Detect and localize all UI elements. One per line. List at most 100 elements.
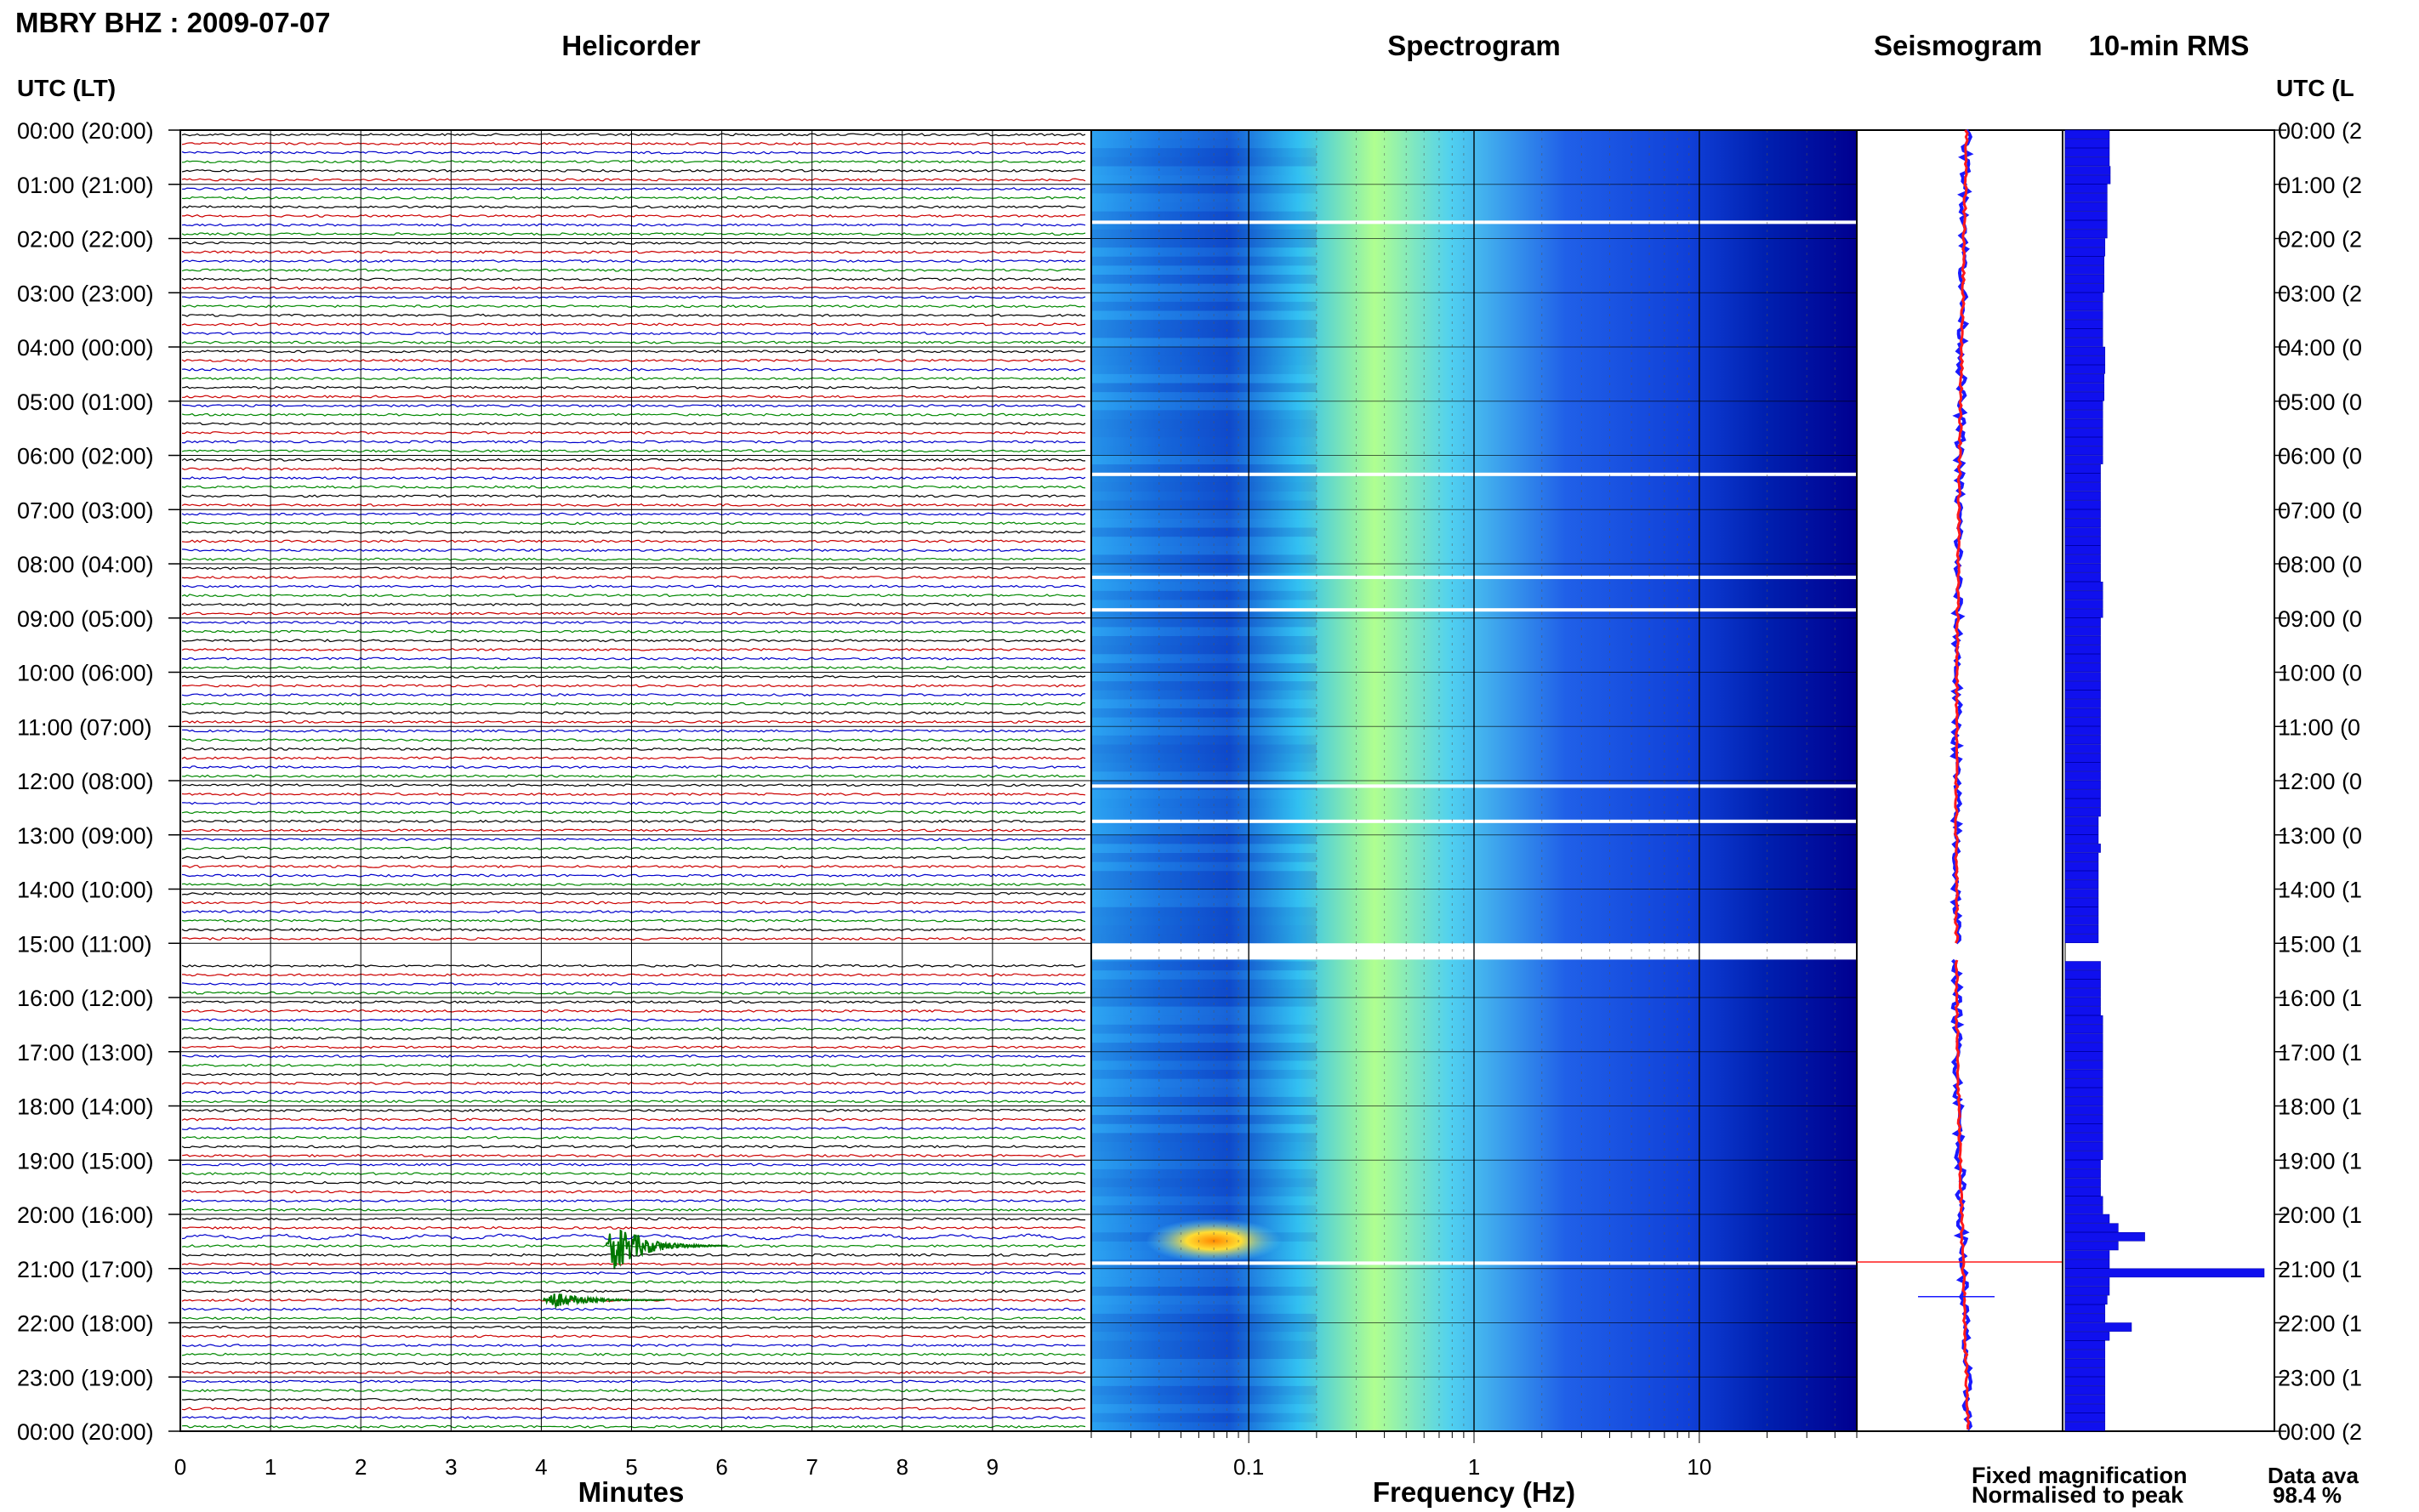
helicorder-trace — [181, 141, 1086, 145]
spectrogram-row — [1091, 1070, 1317, 1079]
spectrogram-row — [1091, 482, 1317, 492]
spectrogram-row — [1091, 392, 1317, 401]
rms-bar — [2064, 346, 2106, 356]
helicorder-trace — [181, 1397, 1086, 1401]
rms-bar — [2064, 717, 2101, 726]
spectrogram-row — [1091, 401, 1317, 411]
spectrogram-row — [1091, 861, 1317, 872]
row-label-right: 10:00 (0 — [2278, 661, 2362, 686]
helicorder-trace — [181, 521, 1086, 526]
spectrogram-row — [1091, 1033, 1317, 1043]
spectrogram-row — [1091, 789, 1317, 799]
rms-bar — [2064, 969, 2101, 980]
helicorder-trace — [181, 1108, 1086, 1112]
helicorder-trace — [181, 133, 1086, 137]
rms-bar — [2064, 924, 2099, 935]
helicorder-trace — [181, 1370, 1086, 1374]
helicorder-trace — [181, 350, 1086, 354]
row-label-left: 00:00 (20:00) — [17, 118, 154, 144]
rms-bar — [2064, 807, 2101, 817]
seismogram-normalised-trace — [1954, 129, 1971, 1430]
rms-bar — [2064, 355, 2106, 365]
spectrogram-row — [1091, 1332, 1317, 1341]
rms-bar — [2064, 680, 2101, 691]
rms-bar — [2064, 418, 2103, 429]
rms-bar — [2064, 627, 2101, 636]
helicorder-trace — [181, 1325, 1086, 1329]
spectrogram-row — [1091, 1205, 1317, 1214]
spectrogram-row — [1091, 672, 1317, 682]
spectrogram-row — [1091, 1422, 1317, 1431]
helicorder-trace — [181, 1352, 1086, 1356]
rms-bar — [2064, 518, 2101, 528]
spectrogram-row — [1091, 1350, 1317, 1359]
rms-bar — [2064, 789, 2101, 799]
helicorder-trace — [181, 674, 1086, 679]
spectrogram-row — [1091, 879, 1317, 890]
spectrogram-row — [1091, 301, 1317, 311]
spectrogram-row — [1091, 681, 1317, 691]
rms-bar — [2064, 129, 2110, 139]
minute-tick-label: 2 — [355, 1454, 367, 1480]
seismogram-title: Seismogram — [1874, 30, 2042, 61]
rms-bar — [2064, 1250, 2110, 1259]
rms-bar — [2064, 572, 2101, 582]
rms-bar — [2064, 979, 2101, 989]
rms-bar — [2064, 293, 2103, 302]
rms-bar — [2064, 1395, 2106, 1404]
row-label-left: 02:00 (22:00) — [17, 227, 154, 253]
spectrogram-row — [1091, 934, 1317, 944]
helicorder-trace — [181, 205, 1086, 209]
row-label-right: 12:00 (0 — [2278, 769, 2362, 794]
helicorder-trace — [181, 719, 1086, 724]
helicorder-trace — [181, 458, 1085, 462]
helicorder-trace — [181, 963, 1086, 968]
spectrogram-title: Spectrogram — [1387, 30, 1561, 61]
spectrogram-row — [1091, 1106, 1317, 1116]
rms-bar — [2064, 156, 2110, 167]
rms-bar — [2064, 1340, 2106, 1350]
row-label-right: 23:00 (1 — [2278, 1365, 2362, 1390]
row-label-left: 01:00 (21:00) — [17, 173, 154, 198]
spectrogram-row — [1091, 1060, 1317, 1070]
helicorder-trace — [181, 530, 1086, 534]
spectrogram-row — [1091, 238, 1317, 248]
row-label-left: 21:00 (17:00) — [17, 1257, 154, 1282]
spectrogram-row — [1091, 799, 1317, 808]
helicorder-title: Helicorder — [561, 30, 700, 61]
rms-bar — [2064, 1196, 2103, 1206]
row-label-right: 19:00 (1 — [2278, 1148, 2362, 1174]
rms-bar — [2064, 1069, 2103, 1079]
helicorder-trace — [181, 910, 1086, 914]
helicorder-trace — [181, 539, 1086, 543]
spectrogram-row — [1091, 1133, 1317, 1142]
rms-bar — [2064, 500, 2101, 509]
spectrogram-row — [1091, 753, 1317, 763]
rms-bar — [2064, 554, 2101, 564]
rms-bar — [2064, 482, 2101, 492]
rms-bar — [2064, 590, 2103, 600]
spectrogram-row — [1091, 1168, 1317, 1179]
rms-bar — [2064, 446, 2103, 456]
helicorder-trace — [181, 756, 1086, 760]
rms-bar — [2064, 1006, 2101, 1015]
helicorder-trace — [181, 1199, 1086, 1203]
helicorder-trace — [181, 684, 1086, 688]
row-label-right: 04:00 (0 — [2278, 335, 2362, 361]
helicorder-trace — [181, 810, 1086, 815]
helicorder-trace — [181, 430, 1086, 435]
minute-tick-label: 3 — [445, 1454, 457, 1480]
station-title: MBRY BHZ : 2009-07-07 — [15, 7, 330, 38]
spectrogram-row — [1091, 1287, 1317, 1296]
data-availability-value: 98.4 % — [2273, 1482, 2342, 1508]
rms-bar — [2064, 274, 2105, 284]
row-label-left: 03:00 (23:00) — [17, 281, 154, 306]
helicorder-trace — [182, 241, 1086, 245]
rms-bar — [2064, 1241, 2119, 1251]
helicorder-trace — [181, 1172, 1086, 1176]
rms-bar — [2064, 735, 2101, 745]
helicorder-trace — [181, 232, 1086, 236]
helicorder-trace — [181, 792, 1086, 796]
spectrogram-row — [1091, 1313, 1317, 1323]
minute-tick-label: 8 — [896, 1454, 908, 1480]
